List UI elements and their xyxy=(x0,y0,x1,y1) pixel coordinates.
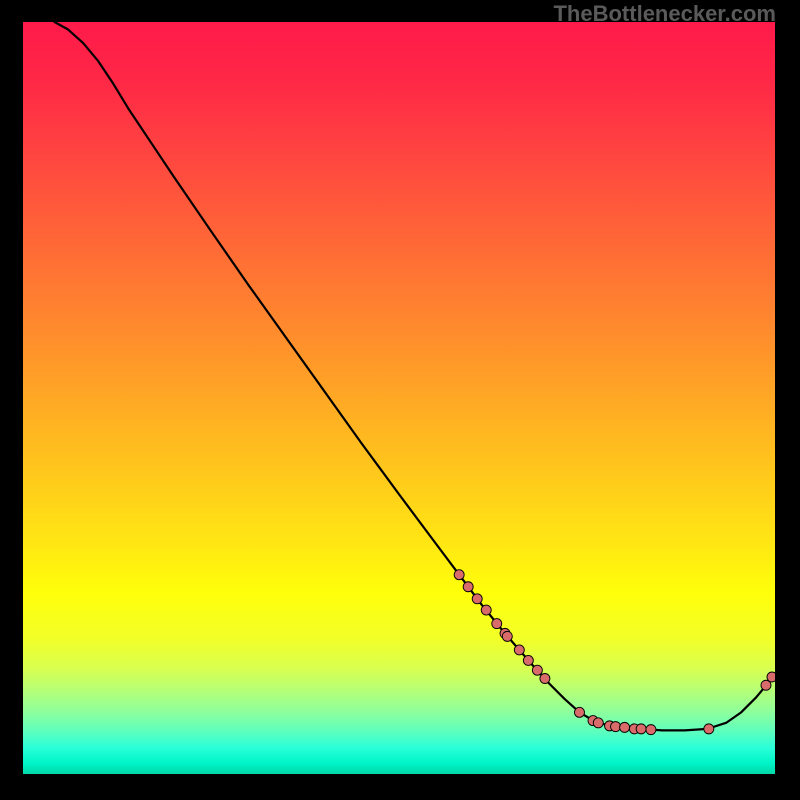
chart-container: TheBottlenecker.com xyxy=(0,0,800,800)
plot-area xyxy=(23,22,775,774)
bottleneck-curve xyxy=(23,22,775,774)
watermark-text: TheBottlenecker.com xyxy=(553,1,776,27)
